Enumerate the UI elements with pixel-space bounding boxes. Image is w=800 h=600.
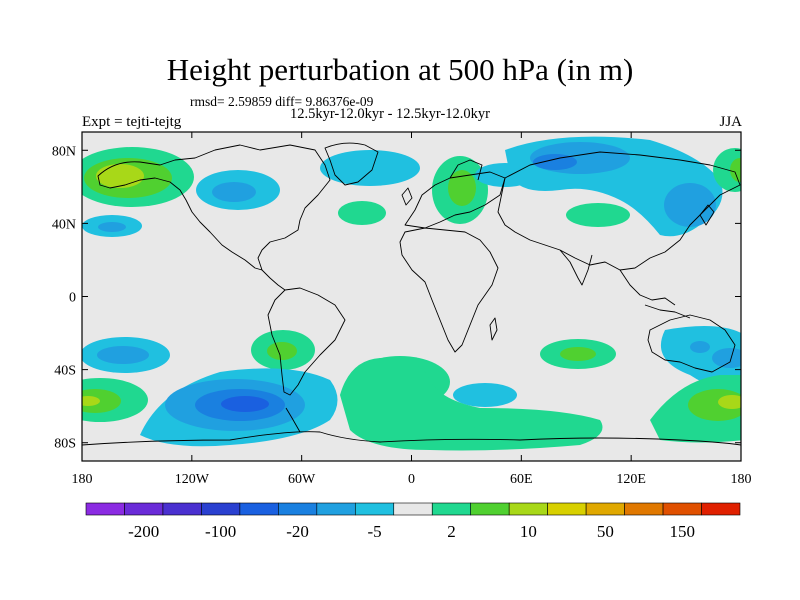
colorbar: -200 -100 -20 -5 2 10 50 150 xyxy=(85,502,741,541)
colorbar-swatch xyxy=(508,502,548,516)
anomaly-field xyxy=(82,136,741,451)
colorbar-swatch xyxy=(431,502,472,516)
colorbar-label: 150 xyxy=(670,522,696,541)
anomaly-tasman-positive xyxy=(650,375,741,443)
lon-tick-label: 120W xyxy=(175,472,210,487)
colorbar-swatch xyxy=(124,502,164,516)
colorbar-label: -20 xyxy=(286,522,309,541)
lon-tick-label: 120E xyxy=(616,472,646,487)
anomaly-spacific-negative xyxy=(140,368,338,447)
colorbar-swatch xyxy=(354,502,395,516)
colorbar-label: -100 xyxy=(205,522,236,541)
anomaly-wnamerica-negative xyxy=(82,170,280,237)
colorbar-swatch xyxy=(278,502,318,516)
lon-tick-label: 180 xyxy=(731,472,752,487)
colorbar-label: -200 xyxy=(128,522,159,541)
colorbar-swatch xyxy=(585,502,625,516)
lat-tick-label: 80S xyxy=(54,437,76,452)
lat-tick-label: 40S xyxy=(54,364,76,379)
lat-tick-label: 0 xyxy=(69,291,76,306)
colorbar-swatch xyxy=(547,502,587,516)
latitude-axis: 80N 40N 0 40S 80S xyxy=(52,144,741,452)
lon-tick-label: 60W xyxy=(288,472,316,487)
anomaly-swpacific-positive xyxy=(82,378,148,422)
colorbar-label: 10 xyxy=(520,522,537,541)
anomaly-natlantic-negative xyxy=(320,150,420,225)
colorbar-label: -5 xyxy=(367,522,381,541)
colorbar-swatch xyxy=(624,502,664,516)
coastlines xyxy=(82,142,741,446)
colorbar-label: 50 xyxy=(597,522,614,541)
colorbar-swatch xyxy=(85,502,125,516)
experiment-label: Expt = tejti-tejtg xyxy=(82,114,182,130)
lat-tick-label: 40N xyxy=(52,217,76,232)
lon-tick-label: 60E xyxy=(510,472,533,487)
colorbar-label: 2 xyxy=(447,522,456,541)
colorbar-swatch xyxy=(316,502,356,516)
lon-tick-label: 180 xyxy=(72,472,93,487)
colorbar-swatch xyxy=(701,502,741,516)
anomaly-australia-negative xyxy=(661,325,741,389)
lat-tick-label: 80N xyxy=(52,144,76,159)
stats-line: rmsd= 2.59859 diff= 9.86376e-09 xyxy=(190,94,374,109)
chart-title: Height perturbation at 500 hPa (in m) xyxy=(166,52,634,87)
anomaly-antarctic-belt xyxy=(340,358,603,451)
longitude-axis: 180 120W 60W 0 60E 120E 180 xyxy=(72,132,752,487)
colorbar-swatch xyxy=(201,502,241,516)
colorbar-swatch xyxy=(470,502,510,516)
season-label: JJA xyxy=(719,114,742,130)
anomaly-alaska-positive xyxy=(82,147,194,207)
subtitle: 12.5kyr-12.0kyr - 12.5kyr-12.0kyr xyxy=(290,106,490,122)
colorbar-swatch xyxy=(162,502,202,516)
colorbar-swatch xyxy=(662,502,702,516)
lon-tick-label: 0 xyxy=(408,472,415,487)
colorbar-swatch xyxy=(239,502,279,516)
colorbar-swatch xyxy=(393,502,433,516)
